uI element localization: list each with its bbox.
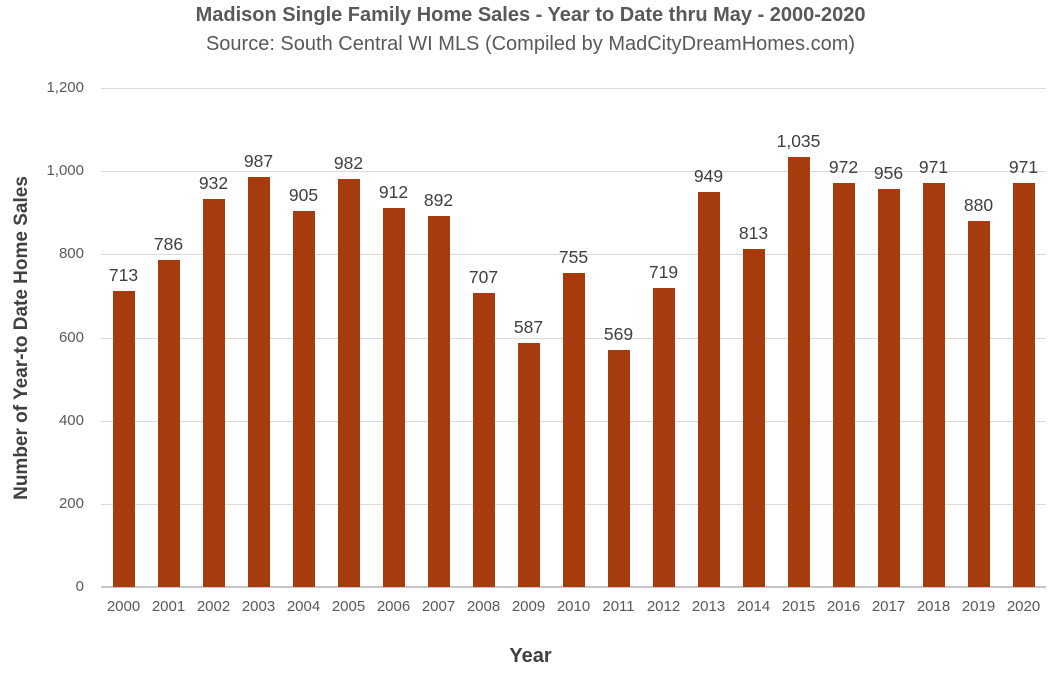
bar-2019: [967, 221, 990, 587]
bar-2011: [607, 350, 630, 587]
gridline: [101, 88, 1046, 89]
y-tick-label: 0: [75, 578, 84, 595]
x-tick-label-2001: 2001: [151, 598, 186, 615]
y-tick-label: 800: [58, 245, 84, 263]
bar-2009: [517, 342, 540, 587]
value-label-2020: 971: [1008, 157, 1039, 178]
x-tick-label-2007: 2007: [421, 598, 456, 615]
y-tick-label: 1,000: [46, 162, 84, 180]
bar-2005: [337, 178, 360, 587]
x-tick-label-2017: 2017: [871, 598, 906, 615]
x-axis-title: Year: [509, 645, 552, 667]
value-label-2011: 569: [603, 324, 634, 345]
bar-2007: [427, 216, 450, 587]
bar-2006: [382, 207, 405, 587]
chart-subtitle: Source: South Central WI MLS (Compiled b…: [205, 33, 856, 55]
x-tick-label-2016: 2016: [826, 598, 861, 615]
value-label-2016: 972: [828, 156, 859, 177]
value-label-2013: 949: [693, 166, 724, 187]
bar-2015: [787, 156, 810, 587]
x-tick-label-2011: 2011: [602, 598, 635, 615]
x-tick-label-2004: 2004: [286, 598, 321, 615]
value-label-2003: 987: [243, 150, 274, 171]
x-tick-label-2019: 2019: [961, 598, 996, 615]
bar-2003: [247, 176, 270, 587]
value-label-2010: 755: [558, 247, 589, 268]
x-tick-label-2009: 2009: [511, 598, 546, 615]
value-label-2015: 1,035: [776, 130, 821, 151]
value-label-2018: 971: [918, 157, 949, 178]
x-tick-label-2003: 2003: [241, 598, 276, 615]
gridline: [101, 254, 1046, 256]
bar-2016: [832, 182, 855, 587]
x-tick-label-2000: 2000: [106, 598, 141, 615]
x-tick-label-2014: 2014: [736, 598, 771, 615]
value-label-2007: 892: [423, 190, 454, 211]
gridline: [101, 171, 1046, 173]
x-tick-label-2018: 2018: [916, 598, 951, 615]
bar-2002: [202, 199, 225, 587]
x-tick-label-2002: 2002: [196, 598, 231, 615]
x-axis-line: [101, 586, 1046, 588]
value-label-2006: 912: [378, 181, 409, 202]
bar-2014: [742, 248, 765, 587]
x-tick-label-2006: 2006: [376, 598, 411, 615]
chart-title: Madison Single Family Home Sales - Year …: [195, 4, 866, 26]
value-label-2000: 713: [108, 264, 139, 285]
value-label-2019: 880: [963, 195, 994, 216]
value-label-2017: 956: [873, 163, 904, 184]
x-tick-label-2010: 2010: [556, 598, 591, 615]
x-tick-label-2013: 2013: [691, 598, 726, 615]
bar-2012: [652, 288, 675, 587]
x-tick-label-2005: 2005: [331, 598, 366, 615]
bar-2013: [697, 192, 720, 587]
bar-2018: [922, 183, 945, 587]
bar-2008: [472, 293, 495, 587]
value-label-2008: 707: [468, 267, 499, 287]
bar-2020: [1012, 183, 1035, 587]
value-label-2005: 982: [333, 152, 364, 173]
x-tick-label-2020: 2020: [1006, 598, 1041, 615]
bar-2017: [877, 189, 900, 587]
bar-2000: [112, 290, 135, 587]
value-label-2002: 932: [198, 173, 229, 194]
y-tick-label: 1,200: [46, 79, 84, 96]
y-tick-label: 600: [58, 328, 84, 346]
y-tick-label: 400: [58, 411, 84, 429]
x-tick-label-2012: 2012: [646, 598, 681, 615]
bar-2001: [157, 260, 180, 587]
value-label-2012: 719: [648, 262, 679, 283]
x-tick-label-2015: 2015: [781, 598, 816, 615]
value-label-2014: 813: [738, 222, 769, 243]
value-label-2001: 786: [153, 234, 184, 255]
x-tick-label-2008: 2008: [466, 598, 501, 615]
bar-2004: [292, 210, 315, 587]
y-tick-label: 200: [58, 494, 84, 512]
bar-2010: [562, 273, 585, 587]
value-label-2009: 587: [513, 316, 544, 337]
value-label-2004: 905: [288, 184, 319, 205]
